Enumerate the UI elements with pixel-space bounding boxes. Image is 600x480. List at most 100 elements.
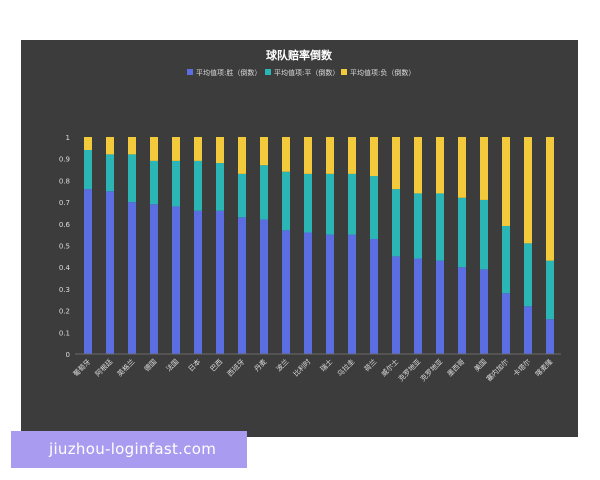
y-axis: 0 0.1 0.2 0.3 0.4 0.5 0.6 0.7 0.8 0.9 1 (59, 134, 71, 359)
bar-segment-win (216, 210, 224, 354)
bar-segment-win (436, 260, 444, 354)
bar-segment-draw (392, 189, 400, 257)
bar-segment-win (458, 267, 466, 354)
y-tick-label: 0.5 (59, 243, 70, 251)
bar-segment-draw (502, 225, 510, 294)
legend-label-win: 平均值项:胜（倒数） (196, 68, 261, 77)
bar-segment-loss (304, 137, 312, 174)
bar-segment-loss (106, 137, 114, 155)
bar-segment-loss (260, 137, 268, 166)
bar-segment-loss (370, 137, 378, 177)
bar-segment-loss (524, 137, 532, 244)
x-tick-label: 比利时 (291, 357, 312, 378)
bar-segment-draw (84, 150, 92, 190)
bar-segment-draw (238, 173, 246, 218)
y-tick-label: 1 (66, 134, 70, 142)
bar-segment-win (348, 234, 356, 354)
y-tick-label: 0.7 (59, 199, 70, 207)
bars-group (84, 137, 554, 354)
x-tick-label: 德国 (142, 357, 158, 373)
bar-segment-win (326, 234, 334, 354)
bar-segment-win (480, 269, 488, 354)
y-tick-label: 0.2 (59, 308, 70, 316)
x-tick-label: 美国 (472, 357, 488, 373)
x-tick-label: 西班牙 (225, 357, 246, 378)
chart-title: 球队赔率倒数 (266, 48, 333, 62)
bar-segment-win (392, 256, 400, 354)
bar-segment-win (304, 232, 312, 354)
bar-segment-win (524, 306, 532, 354)
bar-segment-loss (458, 137, 466, 198)
chart-panel: 球队赔率倒数 平均值项:胜（倒数） 平均值项:平（倒数） 平均值项:负（倒数） 0 0… (21, 40, 578, 437)
legend-label-loss: 平均值项:负（倒数） (350, 68, 415, 77)
y-tick-label: 0.8 (59, 177, 70, 185)
bar-segment-win (150, 204, 158, 354)
watermark-banner: jiuzhou-loginfast.com (11, 431, 247, 468)
chart-legend: 平均值项:胜（倒数） 平均值项:平（倒数） 平均值项:负（倒数） (187, 68, 415, 77)
bar-segment-draw (414, 193, 422, 259)
x-tick-label: 墨西哥 (446, 358, 467, 379)
bar-segment-loss (392, 137, 400, 190)
bar-segment-draw (128, 154, 136, 203)
bar-segment-loss (326, 137, 334, 174)
x-axis: 葡萄牙 阿根廷 英格兰 德国 法国 日本 巴西 西班牙 丹麦 波兰 比利时 瑞士 乌拉圭 荷兰 威尔士克罗地… (71, 353, 561, 383)
y-tick-label: 0 (66, 351, 70, 359)
bar-segment-draw (106, 154, 114, 192)
y-tick-label: 0.6 (59, 221, 71, 229)
bar-segment-draw (216, 163, 224, 211)
bar-segment-loss (480, 137, 488, 200)
bar-segment-win (414, 258, 422, 354)
bar-segment-loss (238, 137, 246, 174)
x-tick-label: 英格兰 (115, 357, 136, 378)
bar-segment-win (106, 191, 114, 354)
bar-segment-draw (260, 165, 268, 220)
bar-segment-loss (282, 137, 290, 172)
bar-segment-loss (128, 137, 136, 155)
bar-segment-draw (524, 243, 532, 307)
bar-segment-win (282, 230, 290, 354)
bar-segment-loss (502, 137, 510, 226)
bar-segment-draw (304, 173, 312, 233)
x-tick-label: 喀麦隆 (533, 357, 554, 378)
x-tick-label: 丹麦 (252, 357, 268, 373)
bar-segment-draw (370, 176, 378, 239)
legend-label-draw: 平均值项:平（倒数） (274, 68, 339, 77)
bar-segment-draw (326, 173, 334, 235)
bar-segment-win (84, 189, 92, 354)
x-tick-label: 克罗地亚 (418, 357, 444, 383)
x-tick-label: 巴西 (209, 358, 225, 374)
bar-segment-win (502, 293, 510, 354)
bar-segment-draw (458, 197, 466, 268)
legend-swatch-loss (341, 69, 347, 75)
bar-segment-loss (150, 137, 158, 161)
bar-segment-draw (282, 171, 290, 231)
x-tick-label: 威尔士 (379, 357, 400, 378)
x-tick-label: 塞内加尔 (484, 357, 510, 383)
bar-segment-win (370, 238, 378, 354)
x-tick-label: 波兰 (274, 357, 290, 373)
bar-segment-loss (194, 137, 202, 161)
x-tick-label: 葡萄牙 (71, 357, 92, 378)
bar-segment-loss (348, 137, 356, 174)
bar-segment-loss (414, 137, 422, 194)
x-tick-label: 法国 (164, 357, 180, 373)
bar-segment-loss (546, 137, 554, 261)
legend-swatch-win (187, 69, 193, 75)
bar-segment-draw (546, 260, 554, 320)
y-tick-label: 0.1 (59, 329, 70, 337)
bar-segment-loss (172, 137, 180, 161)
y-tick-label: 0.3 (59, 286, 70, 294)
x-tick-label: 阿根廷 (93, 357, 114, 378)
x-tick-label: 瑞士 (318, 357, 334, 373)
y-tick-label: 0.4 (59, 264, 71, 272)
bar-segment-loss (436, 137, 444, 194)
x-tick-label: 日本 (186, 357, 202, 373)
bar-segment-win (238, 217, 246, 354)
x-tick-label: 卡塔尔 (511, 357, 532, 378)
bar-segment-win (546, 319, 554, 354)
bar-segment-draw (480, 199, 488, 270)
bar-segment-draw (150, 160, 158, 205)
bar-segment-win (194, 210, 202, 354)
legend-swatch-draw (265, 69, 271, 75)
bar-segment-draw (348, 173, 356, 235)
